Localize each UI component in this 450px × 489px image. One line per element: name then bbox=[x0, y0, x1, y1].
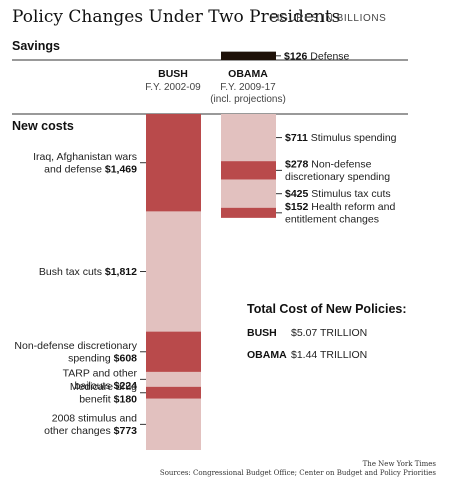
obama-bar-stimulus-tax-cuts bbox=[221, 179, 276, 208]
savings-label-defense: $126 Defense bbox=[284, 50, 350, 62]
bush-label-bush-tax-cuts: Bush tax cuts $1,812 bbox=[39, 266, 137, 278]
bush-label-non-defense-discretionary-spending: Non-defense discretionary spending $608 bbox=[14, 340, 137, 365]
obama-column-title: OBAMA bbox=[228, 68, 268, 80]
credit-sources: Sources: Congressional Budget Office; Ce… bbox=[160, 469, 436, 477]
obama-label-non-defense-discretionary-spending: $278 Non-defense discretionary spending bbox=[285, 159, 390, 184]
bush-bar-iraq-afghanistan-wars-and-defense bbox=[146, 114, 201, 212]
totals-title: Total Cost of New Policies: bbox=[247, 302, 407, 316]
chart-marks: $126 Defense Iraq, Afghanistan wars and de… bbox=[14, 50, 397, 450]
bush-bar-2008-stimulus-and-other-changes bbox=[146, 398, 201, 450]
bush-bar-medicare-drug-benefit bbox=[146, 386, 201, 399]
credit-publisher: The New York Times bbox=[363, 460, 437, 468]
bush-label-2008-stimulus-and-other-changes: 2008 stimulus and other changes $773 bbox=[44, 413, 137, 438]
bush-column-period: F.Y. 2002-09 bbox=[145, 82, 201, 93]
bush-label-tarp-and-other-bailouts: TARP and other bailouts $224 bbox=[63, 368, 138, 393]
chart-subtitle: FIGURES IN BILLIONS bbox=[270, 13, 386, 24]
obama-label-stimulus-spending: $711 Stimulus spending bbox=[285, 132, 397, 144]
obama-column-note: (incl. projections) bbox=[210, 94, 286, 105]
bush-column-title: BUSH bbox=[158, 68, 188, 80]
totals-bush-value: $5.07 TRILLION bbox=[291, 327, 367, 339]
bush-label-medicare-drug-benefit: Medicare drug benefit $180 bbox=[70, 381, 137, 406]
chart-title: Policy Changes Under Two Presidents bbox=[12, 7, 340, 27]
totals-obama-value: $1.44 TRILLION bbox=[291, 349, 367, 361]
bush-bar-bush-tax-cuts bbox=[146, 211, 201, 332]
obama-column-period: F.Y. 2009-17 bbox=[220, 82, 276, 93]
new-costs-heading: New costs bbox=[12, 119, 74, 133]
obama-bar-non-defense-discretionary-spending bbox=[221, 161, 276, 180]
obama-bar-health-reform-and-entitlement-changes bbox=[221, 207, 276, 218]
bush-label-iraq-afghanistan-wars-and-defense: Iraq, Afghanistan wars and defense $1,469 bbox=[33, 151, 137, 176]
totals-obama-name: OBAMA bbox=[247, 349, 287, 361]
savings-heading: Savings bbox=[12, 39, 60, 53]
bush-bar-tarp-and-other-bailouts bbox=[146, 371, 201, 387]
obama-bar-stimulus-spending bbox=[221, 114, 276, 162]
obama-label-health-reform-and-entitlement-changes: $152 Health reform and entitlement change… bbox=[285, 201, 395, 226]
totals-bush-name: BUSH bbox=[247, 327, 277, 339]
savings-bar-defense bbox=[221, 51, 276, 60]
obama-label-stimulus-tax-cuts: $425 Stimulus tax cuts bbox=[285, 188, 391, 200]
bush-bar-non-defense-discretionary-spending bbox=[146, 331, 201, 372]
